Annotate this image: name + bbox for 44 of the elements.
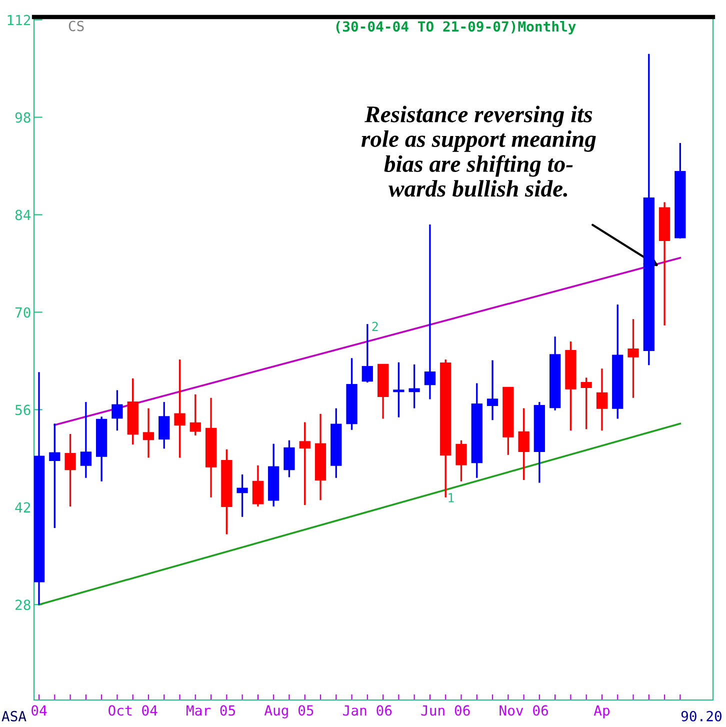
candlestick [628,318,639,399]
candlestick [158,401,170,450]
candlestick [456,439,467,482]
annotation: CS [68,20,84,32]
x-tick-label: Aug 05 [264,705,314,718]
text: ASA [2,710,26,722]
y-tick-label: 84 [15,210,31,220]
x-tick-label: Nov 06 [500,705,548,716]
x-tick-label: Jan 06 [343,705,392,716]
y-tick-label: 42 [15,502,30,512]
x-tick-label: Mar 05 [186,705,235,716]
candlestick [80,401,92,479]
candlestick [190,394,201,436]
candlestick [142,407,154,459]
candlestick [236,474,248,518]
candlestick [486,359,498,421]
y-tick-label: 70 [15,307,30,318]
y-tick-label: 56 [15,404,30,416]
candlestick [174,358,186,459]
x-tick-label: Oct 04 [108,705,158,716]
candlestick [393,361,404,418]
candlestick [64,433,76,508]
candlestick [362,323,373,384]
candlestick [596,368,608,432]
x-tick-label: Ap [594,705,610,718]
candlestick [518,407,530,481]
candlestick [49,422,60,529]
candlestick [252,464,264,508]
y-tick-label: 112 [8,14,30,26]
candlestick [112,389,123,432]
candlestick [580,376,592,430]
x-tick-label: 04 [32,705,47,716]
chart-title: (30-04-04 TO 21-09-07)Monthly [336,20,576,34]
y-tick-label: 98 [15,112,30,123]
candlestick [284,439,295,478]
annotation: Resistance reversing its role as support meaning bias are shifting to- wards bullish side. [361,106,596,197]
candlestick [408,364,420,410]
x-tick-label: Jun 06 [421,705,470,716]
annotation: 2 [372,322,378,331]
annotation: 1 [448,493,454,502]
text: 90.20 [681,710,722,722]
candlestick [299,421,310,506]
y-tick-label: 28 [16,600,30,610]
candlestick [424,224,436,400]
